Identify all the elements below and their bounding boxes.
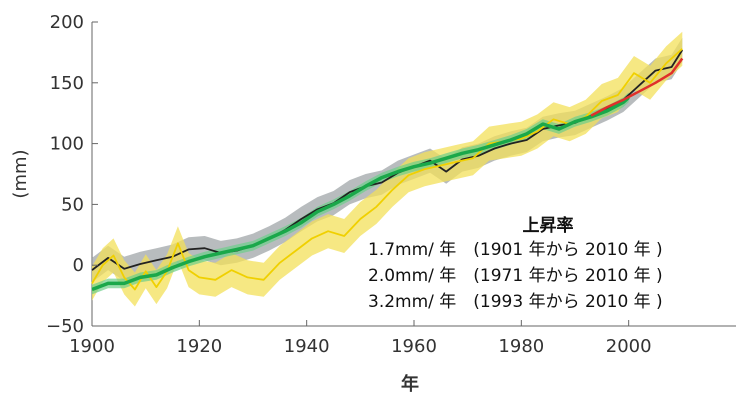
y-tick-label: 0 bbox=[73, 255, 84, 276]
x-tick-label: 1940 bbox=[284, 336, 330, 357]
y-tick-label: 50 bbox=[61, 194, 84, 215]
y-tick-label: 100 bbox=[50, 134, 84, 155]
annotation-line-1: 1.7mm/ 年 (1901 年から 2010 年 ) bbox=[368, 240, 663, 260]
series-2-line bbox=[91, 96, 630, 292]
series-0-band bbox=[92, 37, 683, 283]
annotation-line-2: 2.0mm/ 年 (1971 年から 2010 年 ) bbox=[368, 266, 663, 286]
y-ticks: −50 0 50 100 150 200 bbox=[46, 12, 98, 337]
x-tick-label: 1980 bbox=[498, 336, 544, 357]
x-tick-label: 2000 bbox=[606, 336, 652, 357]
annotation-title: 上昇率 bbox=[523, 215, 574, 236]
x-tick-label: 1920 bbox=[176, 336, 222, 357]
x-tick-label: 1900 bbox=[69, 336, 115, 357]
rate-annotation: 上昇率 1.7mm/ 年 (1901 年から 2010 年 ) 2.0mm/ 年… bbox=[368, 215, 663, 312]
x-ticks: 1900 1920 1940 1960 1980 2000 bbox=[69, 320, 652, 357]
series-lines bbox=[91, 48, 684, 292]
y-axis-label: (mm) bbox=[10, 149, 31, 198]
y-tick-label: 200 bbox=[50, 12, 84, 33]
x-axis-label: 年 bbox=[401, 373, 419, 395]
series-3-line bbox=[590, 57, 684, 117]
x-tick-label: 1960 bbox=[391, 336, 437, 357]
y-tick-label: −50 bbox=[46, 316, 84, 337]
annotation-line-3: 3.2mm/ 年 (1993 年から 2010 年 ) bbox=[368, 292, 663, 312]
y-tick-label: 150 bbox=[50, 73, 84, 94]
